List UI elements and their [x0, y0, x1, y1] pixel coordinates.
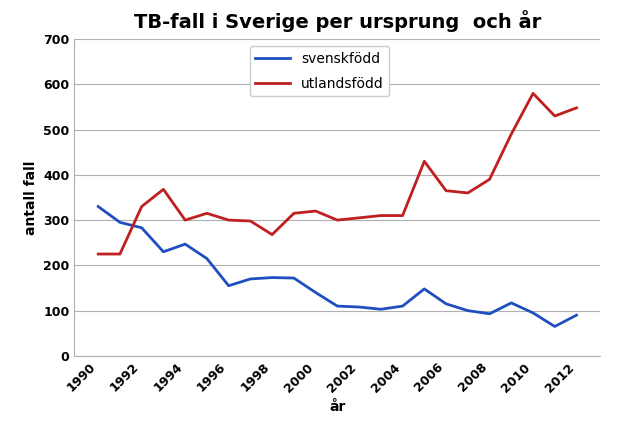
utlandsfödd	[290, 210, 298, 216]
utlandsfödd	[355, 215, 363, 220]
utlandsfödd	[160, 187, 167, 192]
utlandsfödd	[377, 213, 384, 218]
svenskfödd	[551, 324, 558, 329]
utlandsfödd	[95, 251, 102, 256]
utlandsfödd	[399, 213, 406, 218]
svenskfödd	[573, 312, 580, 318]
utlandsfödd	[138, 204, 145, 209]
utlandsfödd	[443, 188, 450, 193]
svenskfödd	[290, 276, 298, 281]
utlandsfödd	[203, 210, 210, 216]
svenskfödd	[116, 220, 124, 225]
svenskfödd	[464, 308, 472, 313]
Y-axis label: antall fall: antall fall	[24, 160, 38, 235]
svenskfödd	[420, 286, 428, 292]
svenskfödd	[377, 307, 384, 312]
svenskfödd	[355, 304, 363, 309]
utlandsfödd	[334, 217, 341, 223]
utlandsfödd	[486, 177, 493, 182]
Line: utlandsfödd: utlandsfödd	[98, 93, 576, 254]
svenskfödd	[486, 311, 493, 316]
utlandsfödd	[464, 191, 472, 196]
utlandsfödd	[529, 91, 537, 96]
svenskfödd	[312, 290, 319, 295]
utlandsfödd	[573, 105, 580, 111]
svenskfödd	[269, 275, 276, 280]
Line: svenskfödd: svenskfödd	[98, 207, 576, 326]
utlandsfödd	[225, 217, 232, 223]
svenskfödd	[138, 225, 145, 230]
svenskfödd	[334, 303, 341, 309]
utlandsfödd	[508, 132, 515, 137]
Title: TB-fall i Sverige per ursprung  och år: TB-fall i Sverige per ursprung och år	[134, 10, 541, 32]
svenskfödd	[508, 300, 515, 306]
utlandsfödd	[269, 232, 276, 237]
utlandsfödd	[551, 113, 558, 118]
utlandsfödd	[312, 208, 319, 214]
utlandsfödd	[181, 217, 189, 223]
svenskfödd	[443, 301, 450, 306]
utlandsfödd	[116, 251, 124, 256]
svenskfödd	[203, 256, 210, 261]
X-axis label: år: år	[329, 400, 345, 414]
svenskfödd	[529, 310, 537, 316]
svenskfödd	[399, 303, 406, 309]
svenskfödd	[160, 249, 167, 254]
svenskfödd	[95, 204, 102, 209]
Legend: svenskfödd, utlandsfödd: svenskfödd, utlandsfödd	[249, 46, 389, 96]
utlandsfödd	[247, 218, 254, 224]
svenskfödd	[181, 241, 189, 247]
svenskfödd	[247, 276, 254, 282]
svenskfödd	[225, 283, 232, 288]
utlandsfödd	[420, 159, 428, 164]
